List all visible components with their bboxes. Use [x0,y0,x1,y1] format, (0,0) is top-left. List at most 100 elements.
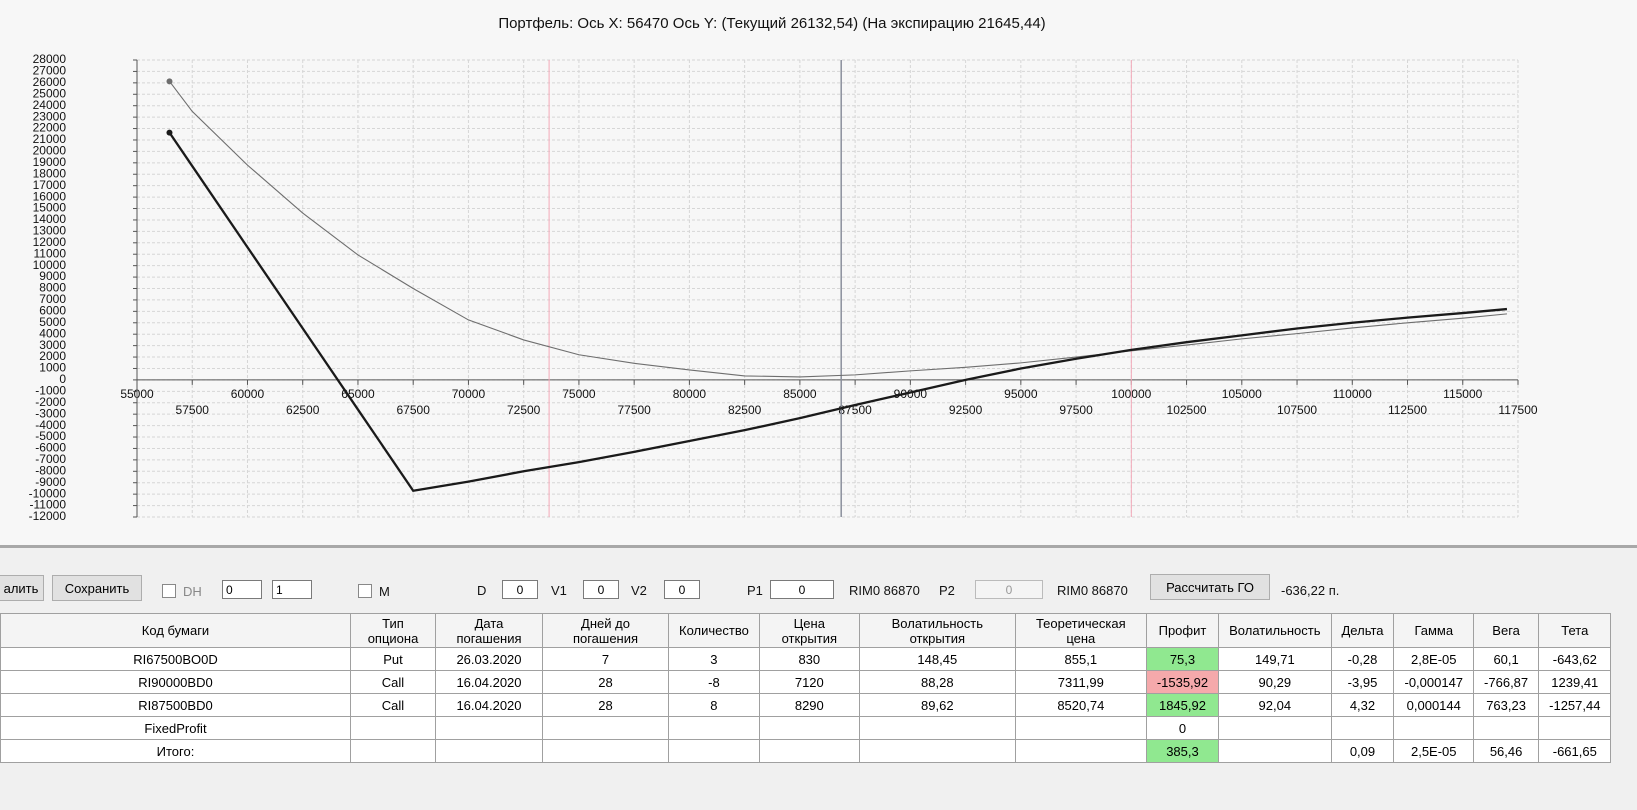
table-cell: -1535,92 [1145,670,1220,694]
spinner[interactable]: 0 [222,580,262,599]
header-row: Код бумаги Тип опциона Дата погашения Дней … [0,613,1612,648]
table-row[interactable]: Итого: 385,3 0,09 2,5E-05 56,46 -661,65 [0,739,1612,763]
y-tick-label: -3000 [35,406,66,420]
column-header[interactable]: Дней до погашения [542,613,669,648]
field-label: V1 [551,583,567,598]
table-cell: 0 [1145,716,1220,740]
table-cell: -766,87 [1473,670,1540,694]
x-tick-label: 72500 [507,403,541,417]
column-header[interactable]: Вега [1473,613,1540,648]
y-tick-label: 10000 [33,258,67,272]
y-tick-label: -4000 [35,418,66,432]
y-tick-label: -1000 [35,383,66,397]
table-cell: 763,23 [1473,693,1540,717]
table-cell: 830 [758,647,860,671]
y-tick-label: -8000 [35,463,66,477]
y-tick-label: -12000 [29,509,67,523]
table-cell: -0,28 [1330,647,1395,671]
column-header[interactable]: Количество [668,613,760,648]
y-tick-label: 23000 [33,109,67,123]
table-row[interactable]: RI67500BO0D Put 26.03.2020 7 3 830 148,45 855,1… [0,647,1612,671]
column-header[interactable]: Дельта [1330,613,1395,648]
table-cell [668,716,760,740]
y-tick-label: 18000 [33,166,67,180]
table-cell: 2,5E-05 [1393,739,1475,763]
table-row[interactable]: RI87500BD0 Call 16.04.2020 28 8 8290 89,62 8520… [0,693,1612,717]
y-tick-label: 16000 [33,189,67,203]
y-tick-label: 25000 [33,86,67,100]
y-tick-label: 19000 [33,155,67,169]
table-cell: 385,3 [1145,739,1220,763]
column-header[interactable]: Волатильность открытия [858,613,1016,648]
y-tick-label: 17000 [33,178,67,192]
table-cell [1330,716,1395,740]
table-cell: Put [350,647,436,671]
input-box[interactable]: 0 [583,580,619,599]
table-cell: 16.04.2020 [435,670,543,694]
y-tick-label: 14000 [33,212,67,226]
table-cell: -0,000147 [1393,670,1475,694]
table-cell [542,716,669,740]
y-tick-label: 15000 [33,201,67,215]
column-header[interactable]: Дата погашения [435,613,543,648]
column-header[interactable]: Профит [1145,613,1220,648]
table-cell [1014,716,1147,740]
y-tick-label: 4000 [39,326,66,340]
x-tick-label: 60000 [231,387,265,401]
chart-title: Портфель: Ось X: 56470 Ось Y: (Текущий 2… [498,15,1045,32]
column-header[interactable]: Гамма [1393,613,1475,648]
column-header[interactable]: Код бумаги [0,613,351,648]
column-header[interactable]: Теоретическая цена [1014,613,1147,648]
y-tick-label: -7000 [35,452,66,466]
table-cell: 16.04.2020 [435,693,543,717]
calc-button[interactable]: Рассчитать ГО [1150,574,1270,600]
series-line [169,81,1508,378]
table-cell [1473,716,1540,740]
x-tick-label: 117500 [1498,403,1537,417]
series-line [168,131,1508,492]
y-tick-label: 28000 [33,52,67,66]
table-row[interactable]: RI90000BD0 Call 16.04.2020 28 -8 7120 88,28 731… [0,670,1612,694]
table-cell: 8290 [758,693,860,717]
table-cell [542,739,669,763]
column-header[interactable]: Тета [1538,613,1612,648]
table-cell: 60,1 [1473,647,1540,671]
x-tick-label: 62500 [286,403,320,417]
table-cell [1218,716,1332,740]
delete-button[interactable]: алить [0,575,44,601]
spinner[interactable]: 1 [272,580,312,599]
checkbox-m[interactable] [358,584,372,598]
y-tick-label: 24000 [33,98,67,112]
y-tick-label: -10000 [29,486,67,500]
input-box[interactable]: 0 [502,580,538,599]
splitter[interactable] [0,545,1637,548]
table-cell: 7 [542,647,669,671]
table-cell [1014,739,1147,763]
x-tick-label: 115000 [1443,387,1482,401]
column-header[interactable]: Цена открытия [758,613,860,648]
y-tick-label: 13000 [33,224,67,238]
table-cell [1538,716,1612,740]
input-box[interactable]: 0 [664,580,700,599]
field-label: P1 [747,583,763,598]
table-cell: 855,1 [1014,647,1147,671]
start-point [166,78,173,85]
x-tick-label: 102500 [1167,403,1207,417]
table-cell: 0,000144 [1393,693,1475,717]
save-button[interactable]: Сохранить [52,575,142,601]
checkbox-dh[interactable] [162,584,176,598]
column-header[interactable]: Тип опциона [350,613,436,648]
chart: Портфель: Ось X: 56470 Ось Y: (Текущий 2… [0,14,1637,548]
y-tick-label: 20000 [33,144,67,158]
x-tick-label: 107500 [1277,403,1317,417]
x-tick-label: 67500 [397,403,431,417]
x-tick-label: 70000 [452,387,486,401]
column-header[interactable]: Волатильность [1218,613,1332,648]
table-cell [350,716,436,740]
table-row[interactable]: FixedProfit 0 [0,716,1612,740]
input-box[interactable]: 0 [770,580,834,599]
table-cell: RI67500BO0D [0,647,351,671]
table-cell: FixedProfit [0,716,351,740]
ticker-label: RIM0 86870 [849,583,920,598]
